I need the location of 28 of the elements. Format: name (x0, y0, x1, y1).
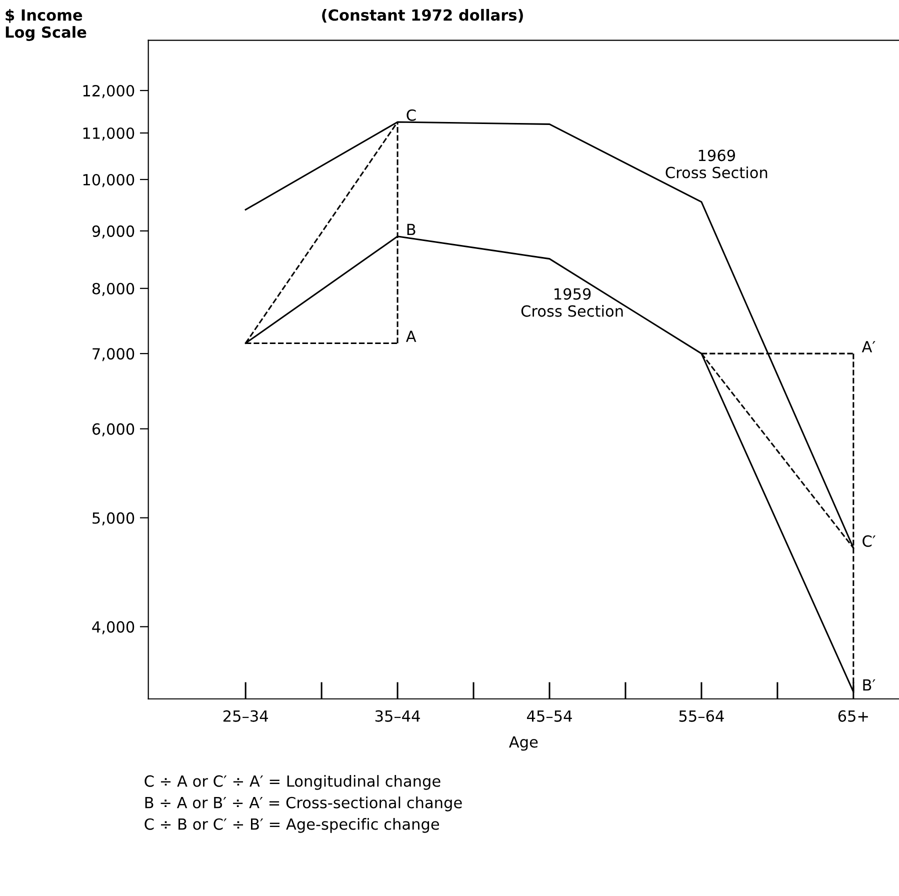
y-tick-label: 7,000 (92, 348, 134, 362)
series-label: 1959 Cross Section (521, 288, 623, 317)
y-tick-label: 4,000 (92, 621, 134, 634)
y-tick-label: 9,000 (92, 225, 134, 238)
y-axis-title: $ Income Log Scale (6, 8, 86, 41)
y-tick-label: 6,000 (92, 423, 134, 436)
annotation: A (406, 330, 416, 342)
x-tick-label: 55–64 (679, 710, 724, 722)
y-tick-label: 11,000 (83, 127, 134, 141)
y-tick-label: 12,000 (83, 84, 134, 98)
x-tick-label: 65+ (838, 710, 868, 722)
series-label: 1969 Cross Section (666, 150, 768, 178)
x-tick-label: 45–54 (526, 710, 572, 722)
x-axis-title: Age (509, 736, 538, 751)
annotation: C′ (862, 535, 876, 547)
y-tick-label: 10,000 (83, 174, 134, 188)
y-tick-label: 8,000 (92, 282, 134, 296)
annotation: C (406, 109, 416, 121)
y-tick-label: 5,000 (92, 512, 134, 526)
x-tick-label: 25–34 (223, 710, 268, 722)
text: C ÷ A or C′ ÷ A′ = Longitudinal change (144, 775, 440, 790)
chart-title: (Constant 1972 dollars) (322, 8, 523, 23)
text: C ÷ B or C′ ÷ B′ = Age-specific change (144, 818, 440, 833)
annotation: B′ (863, 679, 876, 691)
annotation: A′ (862, 341, 876, 352)
text: B ÷ A or B′ ÷ A′ = Cross-sectional change (145, 796, 462, 812)
annotation: B (407, 224, 416, 236)
x-tick-label: 35–44 (375, 710, 420, 722)
